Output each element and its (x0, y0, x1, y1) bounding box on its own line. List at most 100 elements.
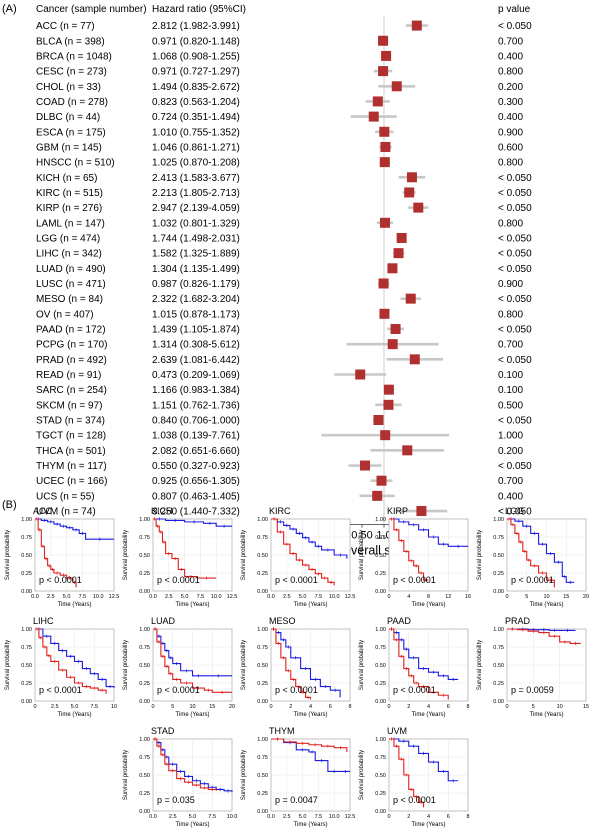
km-x-tick-label: 7.5 (208, 814, 216, 820)
km-p-value: p < 0.0001 (511, 575, 554, 585)
forest-row: THYM (n = 117) 0.550 (0.327-0.923) < 0.050 (36, 460, 532, 472)
row-cancer-label: SARC (n = 254) (36, 385, 107, 396)
forest-row: LAML (n = 147) 1.032 (0.801-1.329) 0.800 (36, 217, 523, 229)
km-x-tick-label: 10 (189, 704, 195, 710)
hr-marker (380, 430, 391, 441)
km-p-value: p = 0.0059 (511, 685, 554, 695)
km-y-tick-label: 0.25 (257, 681, 268, 687)
row-hazard-ratio: 2.413 (1.583-3.677) (152, 173, 240, 184)
km-x-tick-label: 0.0 (267, 814, 275, 820)
row-cancer-label: PRAD (n = 492) (36, 355, 107, 366)
km-x-tick-label: 16 (465, 594, 471, 600)
hr-marker (379, 157, 390, 168)
km-x-axis-title: Time (Years) (412, 602, 446, 608)
row-p-value: 0.400 (498, 491, 523, 502)
km-y-tick-label: 0.25 (493, 681, 504, 687)
row-cancer-label: KIRP (n = 276) (36, 203, 102, 214)
row-hazard-ratio: 0.724 (0.351-1.494) (152, 112, 240, 123)
km-x-axis-title: Time (Years) (176, 712, 210, 718)
km-panel: THYM 0.00 0.25 0.50 0.75 1.00 0.0 2.5 5.0 7.5 10.0… (241, 726, 355, 828)
hr-marker (355, 369, 366, 380)
km-y-tick-label: 0.00 (493, 699, 504, 705)
km-p-value: p < 0.0001 (39, 575, 82, 585)
km-y-tick-label: 1.00 (139, 737, 150, 743)
row-p-value: < 0.050 (498, 264, 532, 275)
row-hazard-ratio: 2.947 (2.139-4.059) (152, 203, 240, 214)
hr-marker (380, 141, 391, 152)
forest-row: PAAD (n = 172) 1.439 (1.105-1.874) < 0.050 (36, 323, 532, 335)
row-p-value: 0.500 (498, 400, 523, 411)
row-p-value: 0.400 (498, 112, 523, 123)
km-y-axis-title: Survival probability (241, 750, 247, 800)
row-cancer-label: THCA (n = 501) (36, 446, 106, 457)
panel-b-tag: (B) (2, 499, 17, 511)
km-y-tick-label: 0.75 (375, 755, 386, 761)
forest-row: BLCA (n = 398) 0.971 (0.820-1.148) 0.700 (36, 35, 523, 47)
row-hazard-ratio: 1.038 (0.139-7.761) (152, 431, 240, 442)
row-hazard-ratio: 0.550 (0.327-0.923) (152, 461, 240, 472)
row-p-value: < 0.050 (498, 294, 532, 305)
km-y-tick-label: 0.00 (257, 809, 268, 815)
km-y-tick-label: 1.00 (257, 627, 268, 633)
km-panel: LIHC 0.00 0.25 0.50 0.75 1.00 0 2.5 5.0 7.5 10 Surv… (5, 616, 117, 718)
km-x-tick-label: 0.0 (31, 594, 39, 600)
km-x-tick-label: 12.5 (345, 594, 356, 600)
km-y-tick-label: 0.00 (21, 589, 32, 595)
forest-row: LUSC (n = 471) 0.987 (0.826-1.179) 0.900 (36, 278, 523, 290)
km-p-value: p < 0.0001 (275, 685, 318, 695)
km-x-axis-title: Time (Years) (176, 602, 210, 608)
forest-row: STAD (n = 374) 0.840 (0.706-1.000) < 0.050 (36, 415, 532, 427)
km-x-tick-label: 10 (111, 704, 117, 710)
hr-marker (378, 278, 389, 289)
row-p-value: 0.800 (498, 218, 523, 229)
km-x-tick-label: 4 (427, 704, 430, 710)
km-y-tick-label: 0.00 (21, 699, 32, 705)
forest-x-tick-label: 0.50 (351, 530, 372, 542)
km-panel: LUAD 0.00 0.25 0.50 0.75 1.00 0 5 10 15 20 Survival… (123, 616, 235, 718)
forest-row: SKCM (n = 97) 1.151 (0.762-1.736) 0.500 (36, 399, 523, 411)
km-y-tick-label: 0.25 (139, 791, 150, 797)
row-p-value: 0.800 (498, 309, 523, 320)
row-p-value: < 0.050 (498, 188, 532, 199)
row-p-value: 0.800 (498, 158, 523, 169)
hr-marker (379, 217, 390, 228)
row-hazard-ratio: 0.925 (0.656-1.305) (152, 476, 240, 487)
km-x-tick-label: 5.0 (63, 594, 71, 600)
km-x-tick-label: 8 (427, 594, 430, 600)
km-x-tick-label: 10 (557, 704, 563, 710)
forest-row: PRAD (n = 492) 2.639 (1.081-6.442) < 0.050 (36, 354, 532, 366)
km-panel: PRAD 0.00 0.25 0.50 0.75 1.00 0 5 10 15 Survival p… (477, 616, 589, 718)
forest-row: BRCA (n = 1048) 1.068 (0.908-1.255) 0.400 (36, 50, 523, 62)
km-x-tick-label: 2.5 (47, 594, 55, 600)
row-hazard-ratio: 0.807 (0.463-1.405) (152, 491, 240, 502)
km-p-value: p = 0.035 (157, 795, 195, 805)
row-cancer-label: GBM (n = 145) (36, 142, 102, 153)
km-y-tick-label: 1.00 (139, 517, 150, 523)
header-p-value: p value (498, 4, 531, 15)
km-p-value: p < 0.0001 (157, 685, 200, 695)
km-curve-low-risk (153, 628, 232, 677)
km-y-tick-label: 0.75 (139, 755, 150, 761)
km-x-tick-label: 20 (229, 704, 235, 710)
km-y-tick-label: 0.75 (257, 645, 268, 651)
km-x-axis-title: Time (Years) (294, 602, 328, 608)
km-y-tick-label: 1.00 (375, 627, 386, 633)
km-x-tick-label: 7.5 (315, 594, 323, 600)
km-y-tick-label: 0.00 (493, 589, 504, 595)
km-x-tick-label: 2.5 (165, 594, 173, 600)
km-x-tick-label: 0.0 (267, 594, 275, 600)
row-p-value: < 0.050 (498, 507, 532, 518)
km-x-tick-label: 6 (329, 704, 332, 710)
km-y-tick-label: 0.25 (375, 681, 386, 687)
row-hazard-ratio: 0.971 (0.820-1.148) (152, 36, 240, 47)
km-curve-low-risk (507, 628, 576, 631)
km-curve-high-risk (389, 628, 449, 700)
km-title: LGG (505, 506, 524, 516)
row-cancer-label: COAD (n = 278) (36, 97, 108, 108)
forest-row: KICH (n = 65) 2.413 (1.583-3.677) < 0.050 (36, 172, 532, 184)
row-cancer-label: BLCA (n = 398) (36, 36, 105, 47)
row-hazard-ratio: 1.015 (0.878-1.173) (152, 309, 240, 320)
km-y-axis-title: Survival probability (359, 640, 365, 690)
row-cancer-label: CESC (n = 273) (36, 67, 107, 78)
forest-row: GBM (n = 145) 1.046 (0.861-1.271) 0.600 (36, 141, 523, 153)
